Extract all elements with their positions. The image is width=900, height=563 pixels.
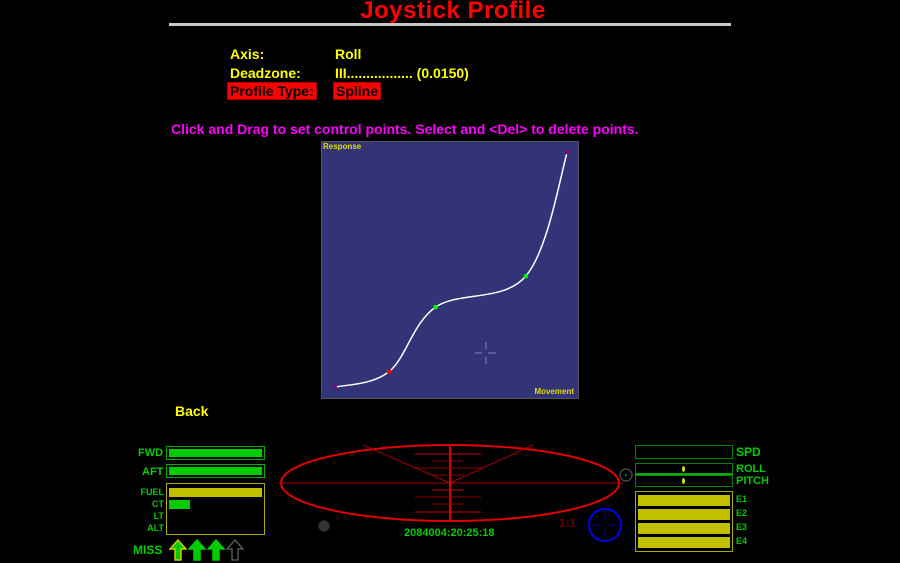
speed-gauge xyxy=(635,445,733,459)
cursor-crosshair-icon xyxy=(475,342,496,364)
pitch-gauge xyxy=(635,475,733,487)
indicator-dot-icon xyxy=(318,520,330,532)
control-point[interactable] xyxy=(387,369,392,374)
back-button[interactable]: Back xyxy=(175,403,209,419)
alt-label: ALT xyxy=(147,523,164,533)
missile-arrow-icon xyxy=(226,539,244,561)
axis-label: Axis: xyxy=(230,46,265,62)
roll-label: ROLL xyxy=(736,463,766,475)
radar-display xyxy=(278,444,623,522)
center-gauge-icon xyxy=(619,468,633,482)
aft-shield-bar xyxy=(169,467,262,475)
status-panel xyxy=(166,483,265,535)
deadzone-label: Deadzone: xyxy=(230,65,301,81)
aft-shield-gauge xyxy=(166,464,265,478)
time-compression: 1:1 xyxy=(559,516,577,530)
missile-arrow-icon xyxy=(169,539,187,561)
profile-type-label[interactable]: Profile Type: xyxy=(227,82,317,100)
roll-marker xyxy=(682,466,685,472)
aft-label: AFT xyxy=(142,466,164,478)
fuel-label: FUEL xyxy=(140,487,165,497)
axis-value[interactable]: Roll xyxy=(335,46,362,62)
profile-type-value[interactable]: Spline xyxy=(333,82,382,100)
missile-arrow-icon xyxy=(188,539,206,561)
missile-indicators xyxy=(169,539,249,561)
control-point[interactable] xyxy=(332,385,337,390)
title-divider xyxy=(169,23,731,26)
page-title: Joystick Profile xyxy=(360,0,546,24)
engine-bar-e1 xyxy=(638,495,730,506)
engine-bar-e2 xyxy=(638,509,730,520)
response-curve xyxy=(334,152,568,388)
view-cone-left xyxy=(362,444,451,484)
fwd-label: FWD xyxy=(138,447,164,459)
miss-label: MISS xyxy=(133,543,163,557)
x-axis-label: Movement xyxy=(534,387,574,396)
profile-graph[interactable]: Response Movement xyxy=(321,141,579,399)
engine-label: E3 xyxy=(736,522,748,532)
missile-arrow-icon xyxy=(207,539,225,561)
control-point[interactable] xyxy=(565,150,570,155)
engine-bar-e3 xyxy=(638,523,730,534)
control-point[interactable] xyxy=(523,274,528,279)
ct-label: CT xyxy=(152,499,164,509)
timestamp: 2084004:20:25:18 xyxy=(404,527,495,539)
lt-label: LT xyxy=(153,511,164,521)
fwd-shield-bar xyxy=(169,449,262,457)
engine-panel: E1 E2 E3 E4 xyxy=(635,491,747,552)
engine-label: E2 xyxy=(736,508,748,518)
pitch-ladder xyxy=(415,453,481,513)
engine-label: E1 xyxy=(736,494,748,504)
deadzone-slider[interactable]: III................. (0.0150) xyxy=(335,65,469,81)
control-point[interactable] xyxy=(433,305,438,310)
roll-gauge xyxy=(635,463,733,475)
spd-label: SPD xyxy=(736,445,761,459)
fwd-shield-gauge xyxy=(166,446,265,460)
view-cone-right xyxy=(449,444,534,484)
instructions: Click and Drag to set control points. Se… xyxy=(171,121,639,137)
engine-label: E4 xyxy=(736,536,748,546)
y-axis-label: Response xyxy=(323,142,362,151)
fuel-bar xyxy=(169,488,262,497)
pitch-label: PITCH xyxy=(736,475,769,487)
target-reticle-icon xyxy=(588,508,622,542)
curve-plot[interactable] xyxy=(322,142,580,400)
ct-bar xyxy=(169,500,190,509)
engine-bar-e4 xyxy=(638,537,730,548)
pitch-marker xyxy=(682,478,685,484)
